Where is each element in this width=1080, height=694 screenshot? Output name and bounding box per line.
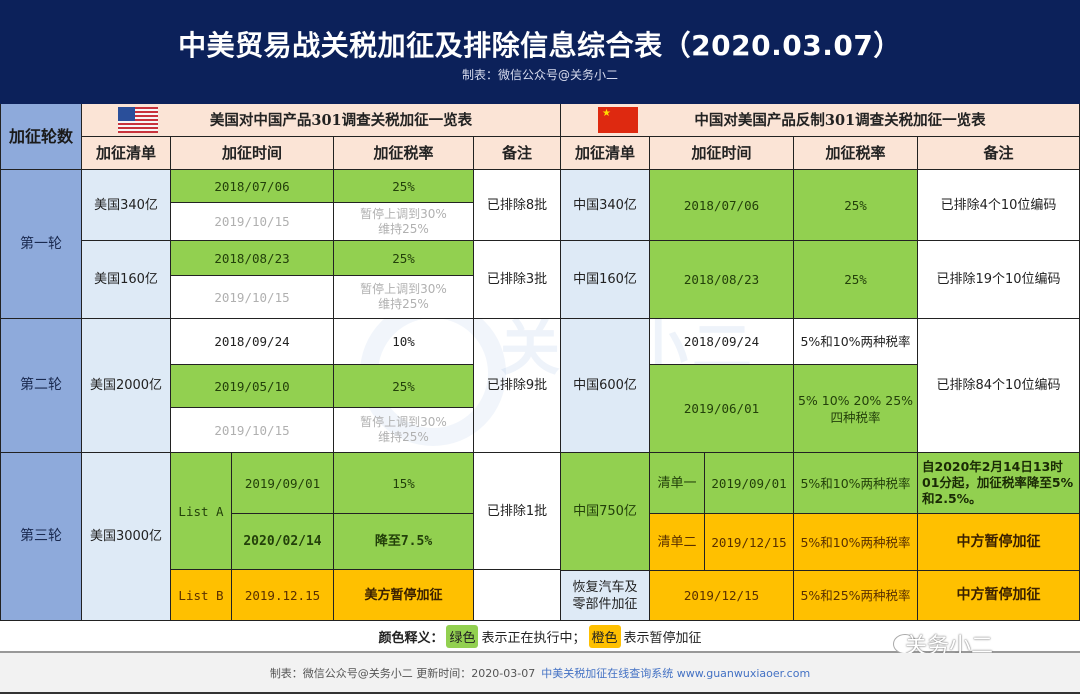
us-r1-340-time-2: 2019/10/15: [171, 203, 334, 241]
legend-label: 颜色释义：: [378, 630, 444, 646]
cn-r3-time-2: 2019/12/15: [705, 514, 794, 571]
us-r3-list-b-note: [474, 570, 561, 621]
us-r2-time-1: 2018/09/24: [171, 319, 334, 365]
cn-r3-note-1: 自2020年2月14日13时01分起，加征税率降至5%和2.5%。: [918, 453, 1080, 514]
cn-r1-340-time: 2018/07/06: [650, 170, 794, 241]
us-r2-note: 已排除9批: [474, 319, 561, 453]
cn-r2-time-1: 2018/09/24: [650, 319, 794, 365]
us-section-title: 美国对中国产品301调查关税加征一览表: [82, 104, 561, 137]
page-footer: 制表：微信公众号@关务小二 更新时间：2020-03-07 中美关税加征在线查询…: [0, 653, 1080, 694]
cn-r3-auto-list: 恢复汽车及零部件加征: [561, 571, 650, 621]
cn-r3-auto-rate: 5%和25%两种税率: [794, 571, 918, 621]
us-r1-160-time-1: 2018/08/23: [171, 241, 334, 276]
us-r2-rate-2: 25%: [334, 365, 474, 408]
us-col-list: 加征清单: [82, 137, 171, 170]
us-r1-160-rate-2: 暂停上调到30% 维持25%: [334, 276, 474, 319]
cn-r1-160-note: 已排除19个10位编码: [918, 241, 1080, 319]
cn-r3-rate-1: 5%和10%两种税率: [794, 453, 918, 514]
legend-orange-text: 表示暂停加征: [623, 630, 702, 646]
cn-r3-auto-time: 2019/12/15: [650, 571, 794, 621]
cn-r1-340-note: 已排除4个10位编码: [918, 170, 1080, 241]
cn-r3-sub-1: 清单一: [650, 453, 705, 514]
cn-r2-note: 已排除84个10位编码: [918, 319, 1080, 453]
legend-green-text: 表示正在执行中；: [481, 630, 586, 646]
us-r2-rate-3: 暂停上调到30% 维持25%: [334, 408, 474, 453]
page-subtitle: 制表：微信公众号@关务小二: [461, 68, 618, 82]
us-col-time: 加征时间: [171, 137, 334, 170]
us-r1-list-160: 美国160亿: [82, 241, 171, 319]
us-r3-list-b-label: List B: [171, 570, 232, 621]
cn-r1-160-time: 2018/08/23: [650, 241, 794, 319]
us-r1-160-note: 已排除3批: [474, 241, 561, 319]
legend-green-chip: 绿色: [446, 624, 479, 648]
footer-text: 制表：微信公众号@关务小二 更新时间：2020-03-07: [269, 666, 536, 680]
page-header: 中美贸易战关税加征及排除信息综合表（2020.03.07） 制表：微信公众号@关…: [0, 0, 1080, 104]
us-r3-list-b-rate: 美方暂停加征: [334, 570, 474, 621]
footer-link[interactable]: 中美关税加征在线查询系统 www.guanwuxiaoer.com: [541, 666, 811, 680]
cn-r1-160-rate: 25%: [794, 241, 918, 319]
cn-r2-rate-2: 5% 10% 20% 25% 四种税率: [794, 365, 918, 453]
us-r3-list-a-rate-2: 降至7.5%: [334, 514, 474, 570]
cn-col-list: 加征清单: [561, 137, 650, 170]
cn-r2-time-2: 2019/06/01: [650, 365, 794, 453]
cn-r1-list-160: 中国160亿: [561, 241, 650, 319]
round-2-label: 第二轮: [0, 319, 82, 453]
cn-r1-340-rate: 25%: [794, 170, 918, 241]
us-r2-time-2: 2019/05/10: [171, 365, 334, 408]
us-r3-list-a-rate-1: 15%: [334, 453, 474, 514]
cn-col-note: 备注: [918, 137, 1080, 170]
us-r1-160-rate-1: 25%: [334, 241, 474, 276]
cn-r1-list-340: 中国340亿: [561, 170, 650, 241]
cn-r3-auto-note: 中方暂停加征: [918, 571, 1080, 621]
legend-orange-chip: 橙色: [588, 624, 621, 648]
cn-flag-icon: ★: [598, 107, 638, 133]
cn-r3-note-2: 中方暂停加征: [918, 514, 1080, 571]
round-3-label: 第三轮: [0, 453, 82, 621]
us-r1-340-note: 已排除8批: [474, 170, 561, 241]
us-r2-time-3: 2019/10/15: [171, 408, 334, 453]
us-r1-340-rate-1: 25%: [334, 170, 474, 203]
us-r1-340-time-1: 2018/07/06: [171, 170, 334, 203]
round-1-label: 第一轮: [0, 170, 82, 319]
us-r3-list-a-time-1: 2019/09/01: [232, 453, 334, 514]
cn-r3-rate-2: 5%和10%两种税率: [794, 514, 918, 571]
cn-r2-rate-1: 5%和10%两种税率: [794, 319, 918, 365]
us-r2-rate-1: 10%: [334, 319, 474, 365]
cn-r3-sub-2: 清单二: [650, 514, 705, 571]
round-column-header: 加征轮数: [0, 104, 82, 170]
cn-col-time: 加征时间: [650, 137, 794, 170]
cn-r3-time-1: 2019/09/01: [705, 453, 794, 514]
us-r3-list-b-time: 2019.12.15: [232, 570, 334, 621]
cn-col-rate: 加征税率: [794, 137, 918, 170]
us-flag-icon: [118, 107, 158, 133]
cn-r3-list-750: 中国750亿: [561, 453, 650, 571]
us-r1-list-340: 美国340亿: [82, 170, 171, 241]
page-title: 中美贸易战关税加征及排除信息综合表（2020.03.07）: [178, 29, 902, 62]
us-col-note: 备注: [474, 137, 561, 170]
cn-section-title: 中国对美国产品反制301调查关税加征一览表: [561, 104, 1080, 137]
us-col-rate: 加征税率: [334, 137, 474, 170]
us-r3-list-a-note: 已排除1批: [474, 453, 561, 570]
us-r2-list-2000: 美国2000亿: [82, 319, 171, 453]
cn-r2-list-600: 中国600亿: [561, 319, 650, 453]
us-r3-list-a-time-2: 2020/02/14: [232, 514, 334, 570]
us-r1-160-time-2: 2019/10/15: [171, 276, 334, 319]
us-r3-list-a-label: List A: [171, 453, 232, 570]
us-r3-list-3000: 美国3000亿: [82, 453, 171, 621]
us-r1-340-rate-2: 暂停上调到30% 维持25%: [334, 203, 474, 241]
